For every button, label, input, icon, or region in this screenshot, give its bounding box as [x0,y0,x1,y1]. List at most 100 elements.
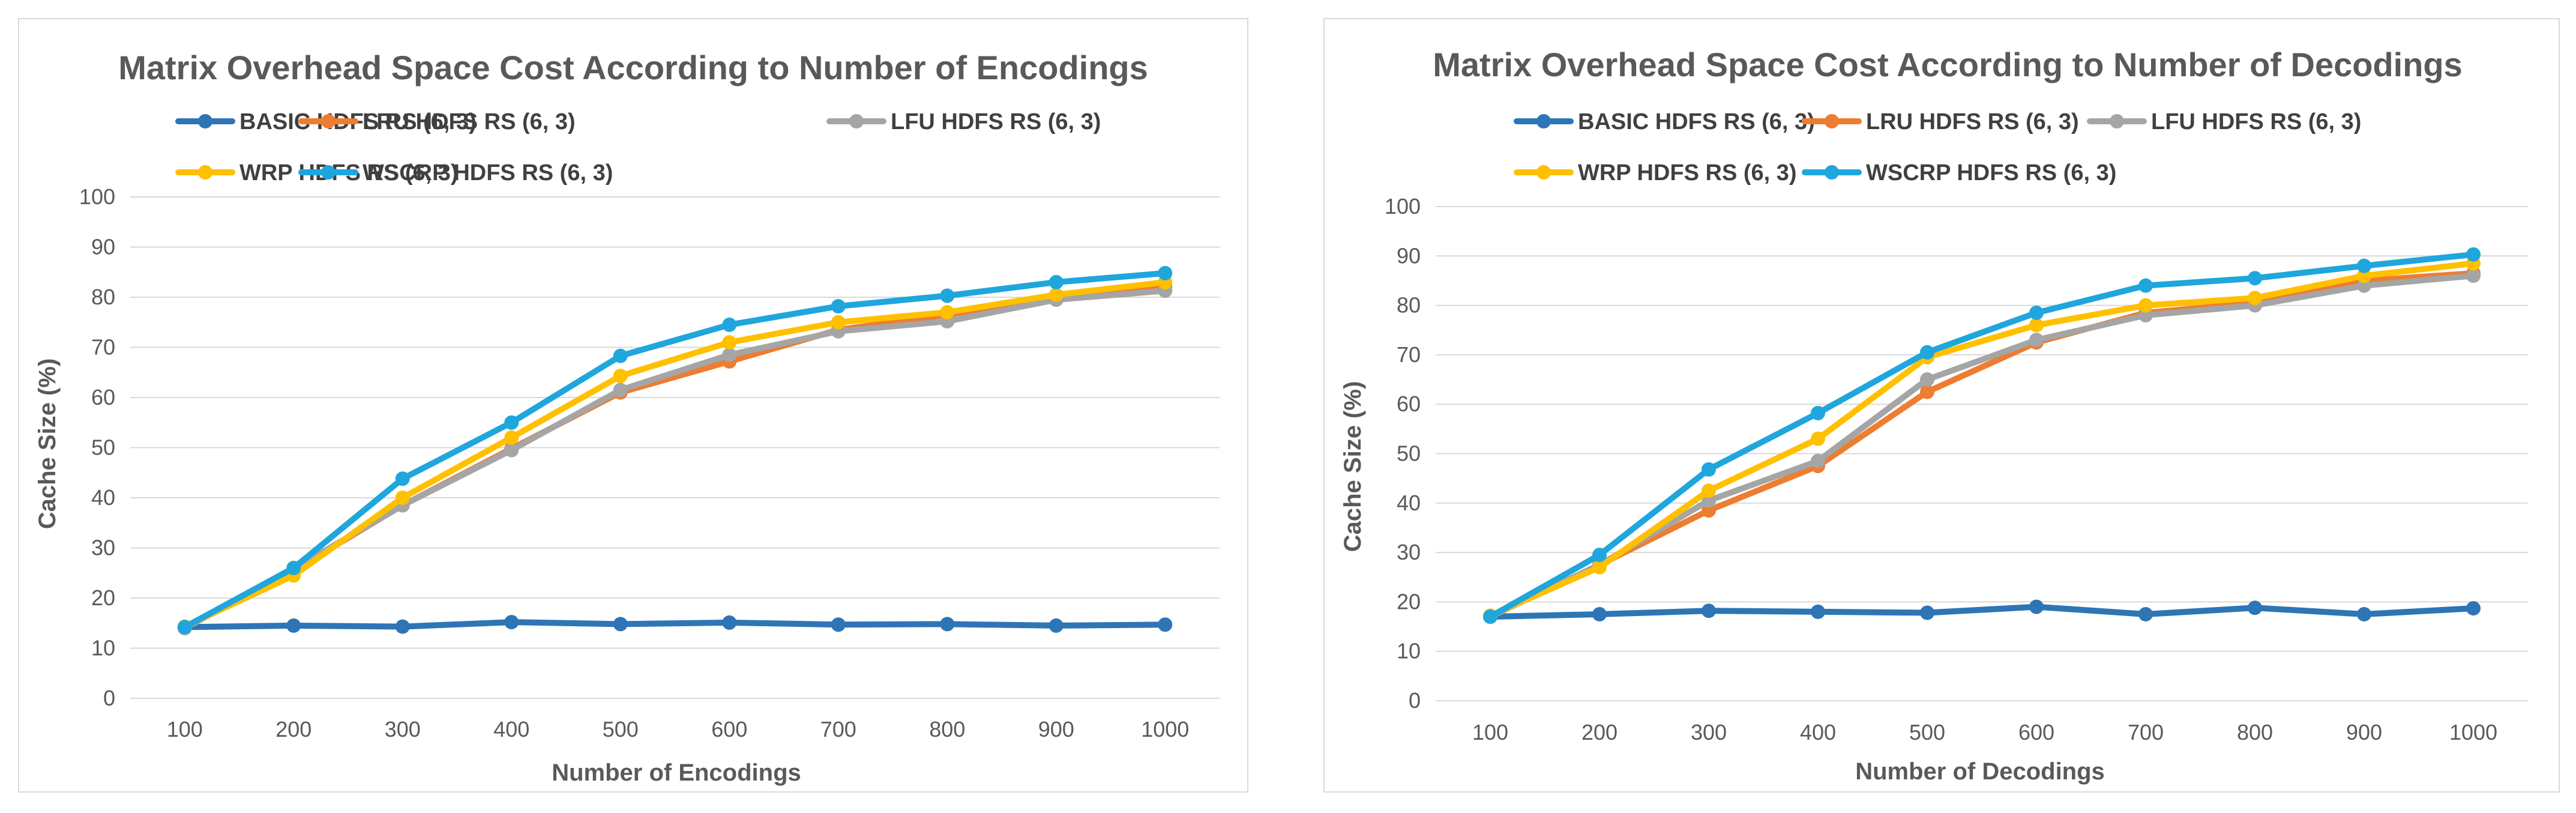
x-tick-label: 400 [1800,720,1836,745]
data-point-wscrp [2466,247,2481,262]
legend-entry-wscrp: WSCRP HDFS RS (6, 3) [1866,160,2116,186]
plot-area: 0 10 20 30 40 50 60 70 80 90 100 100 200 300 400 500 600… [1385,194,2528,745]
series-line-wscrp [181,270,1169,630]
legend-entry-lfu: LFU HDFS RS (6, 3) [2151,109,2361,134]
legend-swatch-marker [198,165,212,180]
data-point-wscrp [831,299,846,314]
y-tick-label: 10 [1397,639,1421,663]
data-point-basic [1811,604,1825,619]
x-tick-label: 800 [2237,720,2273,745]
y-tick-label: 50 [91,435,115,460]
data-point-wscrp [940,288,955,303]
legend: BASIC HDFS RS (6, 3)LRU HDFS RS (6, 3)LF… [175,109,1101,186]
x-axis-title: Number of Decodings [1855,758,2105,785]
data-point-basic [1158,617,1173,632]
data-point-basic [2248,600,2262,615]
data-point-basic [504,615,519,630]
data-point-wrp [1592,560,1607,575]
data-point-lfu [613,382,628,397]
data-point-lfu [1920,372,1934,387]
data-point-basic [2357,606,2371,621]
data-point-lfu [2138,308,2153,323]
data-point-wscrp [1592,548,1607,563]
data-point-wscrp [2029,305,2044,320]
data-point-basic [395,619,410,634]
data-point-lfu [2029,333,2044,348]
y-tick-label: 70 [1397,342,1421,367]
data-point-wscrp [1483,609,1497,624]
legend-entry-wrp: WRP HDFS RS (6, 3) [1578,160,1797,186]
y-tick-label: 60 [91,385,115,410]
legend: BASIC HDFS RS (6, 3) LRU HDFS RS (6, 3) LF… [1514,109,2361,186]
x-tick-label: 1000 [2449,720,2497,745]
data-point-wscrp [1158,265,1173,280]
plot-area: 0 10 20 30 40 50 60 70 80 90 100 100 200 300 400 500 600… [79,184,1220,742]
y-tick-label: 30 [91,536,115,560]
y-tick-label: 50 [1397,441,1421,466]
y-tick-label: 40 [1397,491,1421,515]
data-point-wscrp [395,471,410,486]
legend-swatch-marker [2110,114,2124,128]
y-tick-label: 90 [1397,243,1421,268]
legend-entry-lfu: LFU HDFS RS (6, 3) [891,109,1101,134]
chart-title: Matrix Overhead Space Cost According to … [1433,46,2463,83]
data-point-wrp [1702,483,1716,498]
data-point-wscrp [177,620,192,635]
data-point-wrp [504,430,519,445]
legend-swatch-marker [1825,114,1839,128]
data-point-basic [940,617,955,632]
x-tick-label: 400 [493,717,529,742]
x-axis-title: Number of Encodings [552,760,801,786]
data-point-wscrp [613,348,628,363]
data-point-basic [1920,605,1934,620]
data-point-wrp [613,369,628,384]
series-line-lru [1487,270,2476,620]
legend-entry-lru: LRU HDFS RS (6, 3) [1866,109,2079,134]
x-tick-label: 700 [2128,720,2164,745]
data-point-basic [831,617,846,632]
data-point-wrp [1811,431,1825,446]
data-point-wrp [2357,268,2371,283]
x-tick-label: 200 [1581,720,1618,745]
data-point-basic [613,617,628,632]
series-line-wrp [181,279,1169,630]
y-tick-label: 20 [91,585,115,610]
legend-entry-wscrp: WSCRP HDFS RS (6, 3) [363,160,613,186]
x-tick-label: 800 [929,717,965,742]
x-tick-label: 900 [2346,720,2382,745]
legend-entry-basic: BASIC HDFS RS (6, 3) [1578,109,1815,134]
data-point-wscrp [504,415,519,430]
x-tick-label: 200 [275,717,311,742]
y-tick-label: 20 [1397,589,1421,614]
data-point-wrp [395,491,410,505]
data-point-wscrp [286,560,301,575]
x-tick-label: 700 [820,717,856,742]
data-point-basic [1592,606,1607,621]
x-tick-label: 100 [1472,720,1508,745]
legend-swatch-marker [849,114,864,128]
x-tick-label: 600 [2018,720,2054,745]
series-line-lfu [1487,273,2476,620]
legend-swatch-marker [1825,165,1839,180]
data-point-lfu [2357,278,2371,293]
x-tick-label: 1000 [1141,717,1189,742]
series-line-wrp [1487,260,2476,619]
legend-entry-lru: LRU HDFS RS (6, 3) [363,109,576,134]
data-point-wrp [2138,298,2153,313]
data-point-basic [2138,606,2153,621]
data-point-wscrp [2357,258,2371,273]
chart-title: Matrix Overhead Space Cost According to … [118,49,1148,86]
y-tick-label: 0 [103,686,115,710]
data-point-basic [722,615,737,630]
data-point-basic [2029,599,2044,614]
data-point-basic [2466,601,2481,616]
y-tick-label: 90 [91,235,115,259]
chart-encodings: Matrix Overhead Space Cost According to … [34,49,1220,786]
x-tick-label: 100 [167,717,203,742]
legend-swatch-marker [321,114,336,128]
data-point-wrp [2029,318,2044,333]
data-point-lfu [1811,453,1825,468]
x-tick-label: 300 [1691,720,1727,745]
data-point-wscrp [1811,406,1825,421]
y-axis-title: Cache Size (%) [1340,381,1366,552]
